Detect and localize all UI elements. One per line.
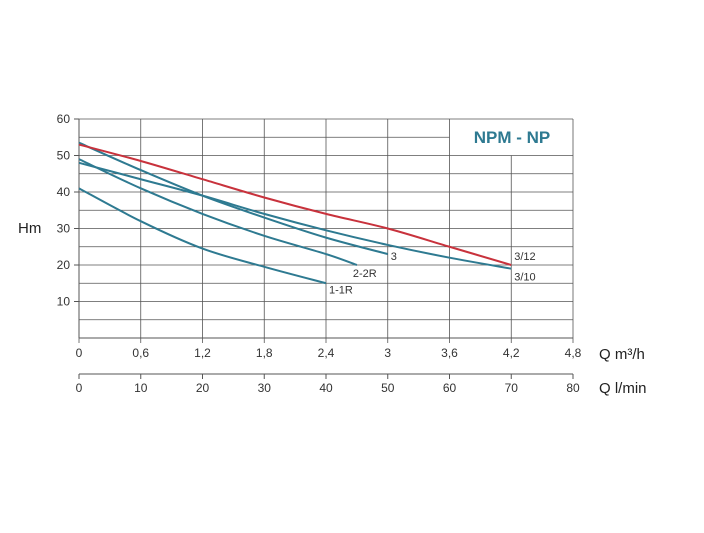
- x2-tick-label: 10: [134, 381, 148, 395]
- series-line-2-2R: [78, 158, 358, 266]
- y-tick-label: 40: [57, 185, 71, 199]
- y-tick-label: 20: [57, 258, 71, 272]
- x2-tick-label: 30: [258, 381, 272, 395]
- x-tick-label: 3: [384, 346, 391, 360]
- x2-tick-label: 70: [505, 381, 519, 395]
- x-tick-label: 1,2: [194, 346, 211, 360]
- x-tick-label: 4,8: [565, 346, 582, 360]
- x2-tick-label: 80: [566, 381, 580, 395]
- x2-tick-label: 20: [196, 381, 210, 395]
- x-tick-label: 0,6: [132, 346, 149, 360]
- x-tick-label: 2,4: [318, 346, 335, 360]
- x-tick-label: 4,2: [503, 346, 520, 360]
- series-label: 3/12: [514, 251, 535, 263]
- x2-tick-label: 60: [443, 381, 457, 395]
- series-label: 3/10: [514, 272, 535, 284]
- series-line-1-1R: [78, 187, 327, 285]
- x2-tick-label: 0: [76, 381, 83, 395]
- x2-axis-label: Q l/min: [599, 380, 647, 397]
- series-label: 3: [391, 251, 397, 263]
- series-line-3-12: [78, 143, 512, 266]
- x2-tick-label: 40: [319, 381, 333, 395]
- axes: 0 0,6 1,2 1,8 2,4 3 3,6 4,2 4,8 10 20 30 40 50 60 0 10 20…: [57, 112, 582, 395]
- y-tick-label: 30: [57, 222, 71, 236]
- x-tick-label: 1,8: [256, 346, 273, 360]
- y-tick-label: 10: [57, 295, 71, 309]
- chart-title: NPM - NP: [474, 128, 551, 147]
- x2-tick-label: 50: [381, 381, 395, 395]
- series-label: 1-1R: [329, 284, 353, 296]
- y-tick-label: 50: [57, 149, 71, 163]
- series-group: 1-1R2-2R 3 3/10 3/12: [78, 141, 536, 296]
- y-tick-label: 60: [57, 112, 71, 126]
- x-tick-label: 3,6: [441, 346, 458, 360]
- x-tick-label: 0: [76, 346, 83, 360]
- x-axis-label: Q m³/h: [599, 346, 645, 363]
- series-label: 2-2R: [353, 268, 377, 280]
- series-line-3: [78, 141, 389, 256]
- series-line-3-10: [78, 161, 512, 270]
- y-axis-label: Hm: [18, 220, 41, 237]
